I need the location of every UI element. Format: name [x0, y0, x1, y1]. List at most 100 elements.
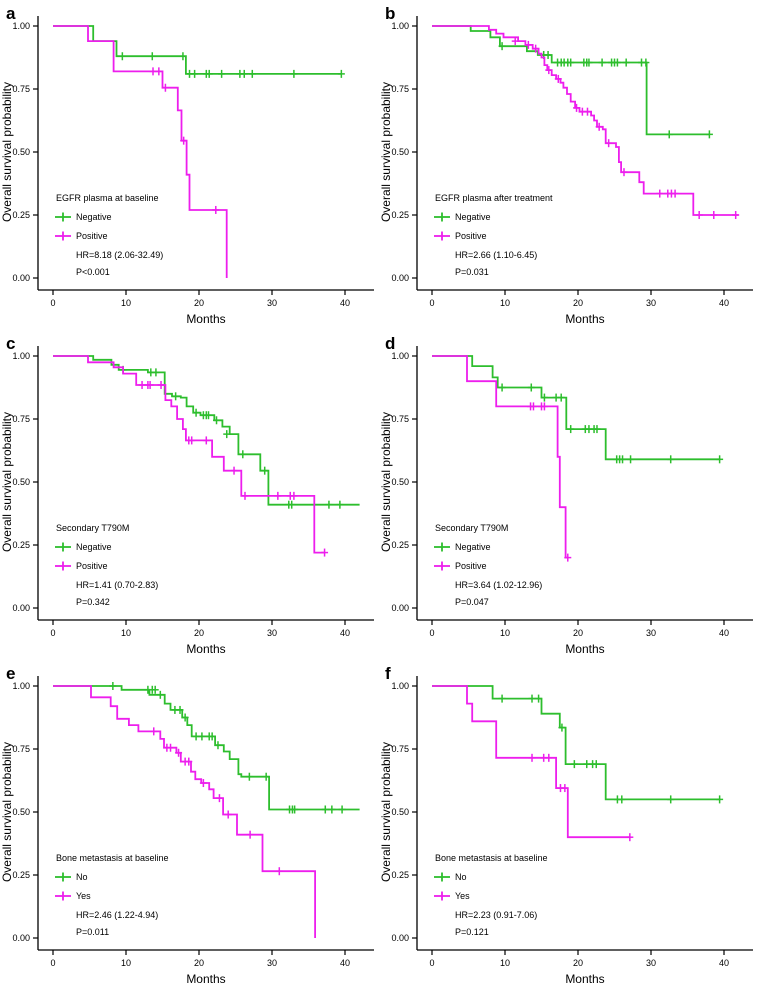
legend-title: Secondary T790M: [435, 523, 508, 533]
x-tick-label: 20: [194, 628, 204, 638]
hr-text: HR=3.64 (1.02-12.96): [455, 580, 542, 590]
x-tick-label: 10: [121, 628, 131, 638]
x-axis-title: Months: [186, 972, 225, 986]
km-panel-b: b 0.00 0.25 0.50 0.75 1.00 0 10 20 30 40 Months Over…: [379, 1, 759, 331]
legend-label-negative: Negative: [76, 212, 112, 222]
y-tick-label: 0.25: [391, 210, 409, 220]
legend-label-positive: Positive: [76, 231, 108, 241]
y-tick-label: 0.50: [391, 477, 409, 487]
x-tick-label: 10: [121, 958, 131, 968]
y-tick-label: 0.50: [12, 147, 30, 157]
y-tick-label: 1.00: [12, 21, 30, 31]
y-tick-label: 0.00: [391, 273, 409, 283]
legend-title: Bone metastasis at baseline: [56, 853, 169, 863]
legend-label-positive: Positive: [455, 561, 487, 571]
x-tick-label: 40: [340, 298, 350, 308]
hr-text: HR=2.46 (1.22-4.94): [76, 910, 158, 920]
legend-label-yes: Yes: [455, 891, 470, 901]
x-axis-title: Months: [565, 312, 604, 326]
x-tick-label: 0: [50, 958, 55, 968]
legend-label-no: No: [455, 872, 467, 882]
hr-text: HR=1.41 (0.70-2.83): [76, 580, 158, 590]
legend-title: Bone metastasis at baseline: [435, 853, 548, 863]
x-tick-label: 40: [719, 628, 729, 638]
km-panel-e: e 0.00 0.25 0.50 0.75 1.00 0 10 20 30 40 Months Over…: [0, 661, 379, 991]
x-tick-label: 30: [646, 628, 656, 638]
km-plot-e: e 0.00 0.25 0.50 0.75 1.00 0 10 20 30 40 Months Over…: [0, 664, 374, 986]
km-plot-b: b 0.00 0.25 0.50 0.75 1.00 0 10 20 30 40 Months Over…: [379, 4, 753, 326]
legend-label-no: No: [76, 872, 88, 882]
km-curve-no: [53, 685, 360, 811]
y-tick-label: 0.25: [391, 870, 409, 880]
y-tick-label: 0.25: [391, 540, 409, 550]
y-tick-label: 0.00: [391, 603, 409, 613]
y-tick-label: 0.25: [12, 210, 30, 220]
y-tick-label: 0.75: [12, 84, 30, 94]
panel-letter: e: [6, 664, 15, 683]
panel-letter: b: [385, 4, 395, 23]
y-tick-label: 0.00: [12, 933, 30, 943]
km-panel-c: c 0.00 0.25 0.50 0.75 1.00 0 10 20 30 40 Months Over…: [0, 331, 379, 661]
x-axis-title: Months: [186, 642, 225, 656]
y-tick-label: 0.00: [12, 273, 30, 283]
y-tick-label: 0.00: [12, 603, 30, 613]
km-plot-a: a 0.00 0.25 0.50 0.75 1.00 0 10 20 30 40 Months Over…: [0, 4, 374, 326]
x-tick-label: 0: [50, 298, 55, 308]
km-curve-negative: [53, 355, 360, 506]
x-tick-label: 40: [340, 958, 350, 968]
hr-text: HR=8.18 (2.06-32.49): [76, 250, 163, 260]
x-tick-label: 0: [429, 298, 434, 308]
y-tick-label: 0.75: [391, 744, 409, 754]
y-axis-title: Overall survival probability: [379, 412, 393, 552]
panel-letter: f: [385, 664, 391, 683]
legend-label-positive: Positive: [455, 231, 487, 241]
x-tick-label: 10: [500, 298, 510, 308]
y-tick-label: 1.00: [12, 681, 30, 691]
km-curve-positive: [53, 25, 228, 278]
y-axis-title: Overall survival probability: [0, 742, 14, 882]
x-tick-label: 30: [646, 958, 656, 968]
legend-title: EGFR plasma at baseline: [56, 193, 159, 203]
y-tick-label: 0.75: [391, 414, 409, 424]
km-plot-d: d 0.00 0.25 0.50 0.75 1.00 0 10 20 30 40 Months Over…: [379, 334, 753, 656]
y-axis-title: Overall survival probability: [0, 412, 14, 552]
x-tick-label: 10: [500, 958, 510, 968]
x-tick-label: 40: [719, 958, 729, 968]
x-tick-label: 20: [194, 958, 204, 968]
legend-title: EGFR plasma after treatment: [435, 193, 553, 203]
x-tick-label: 30: [267, 958, 277, 968]
km-curve-negative: [53, 25, 342, 75]
x-tick-label: 20: [194, 298, 204, 308]
p-text: P=0.342: [76, 597, 110, 607]
legend-title: Secondary T790M: [56, 523, 129, 533]
km-panel-f: f 0.00 0.25 0.50 0.75 1.00 0 10 20 30 40 Months Over…: [379, 661, 759, 991]
x-tick-label: 30: [646, 298, 656, 308]
y-tick-label: 0.75: [391, 84, 409, 94]
y-tick-label: 0.25: [12, 870, 30, 880]
legend-label-positive: Positive: [76, 561, 108, 571]
p-text: P<0.001: [76, 267, 110, 277]
hr-text: HR=2.23 (0.91-7.06): [455, 910, 537, 920]
x-tick-label: 20: [573, 298, 583, 308]
p-text: P=0.011: [76, 927, 109, 937]
x-axis-title: Months: [186, 312, 225, 326]
legend-label-negative: Negative: [455, 542, 491, 552]
x-tick-label: 30: [267, 298, 277, 308]
y-tick-label: 1.00: [391, 351, 409, 361]
y-tick-label: 0.50: [12, 807, 30, 817]
km-curve-yes: [432, 685, 631, 839]
panel-letter: c: [6, 334, 15, 353]
x-tick-label: 0: [429, 628, 434, 638]
y-tick-label: 0.25: [12, 540, 30, 550]
y-axis-title: Overall survival probability: [0, 82, 14, 222]
y-tick-label: 1.00: [391, 21, 409, 31]
km-curve-positive: [432, 25, 739, 216]
x-tick-label: 0: [50, 628, 55, 638]
legend-label-negative: Negative: [455, 212, 491, 222]
x-tick-label: 10: [121, 298, 131, 308]
x-axis-title: Months: [565, 642, 604, 656]
km-curve-positive: [432, 355, 568, 559]
panel-letter: d: [385, 334, 395, 353]
km-curve-negative: [432, 25, 710, 136]
y-tick-label: 1.00: [391, 681, 409, 691]
